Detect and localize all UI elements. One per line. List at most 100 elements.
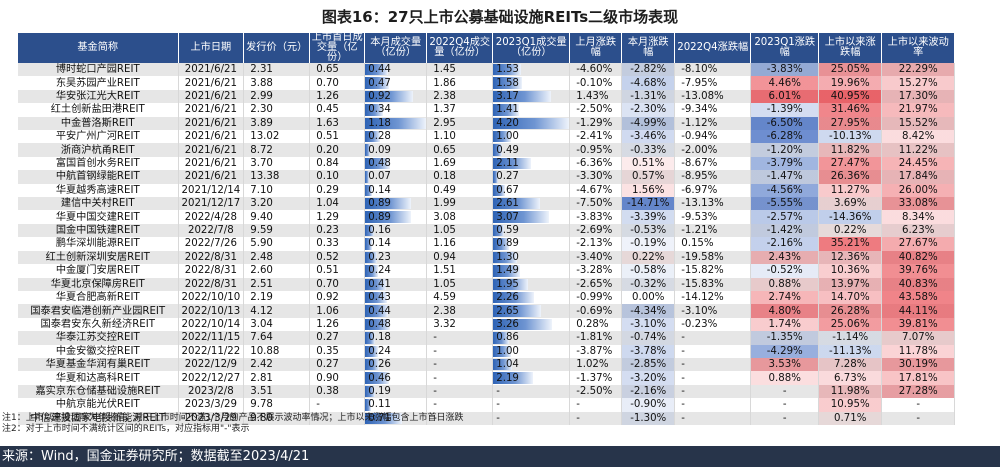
table-cell-month-volume: 0.24 (364, 264, 428, 278)
table-cell-since-listing-volatility: 43.58% (881, 290, 956, 305)
volume-value: 0.27 (496, 171, 519, 183)
table-cell-since-listing-volatility: 17.81% (881, 371, 956, 385)
table-cell-fund-name: 红土创新盐田港REIT (18, 103, 179, 117)
table-row: 华泰江苏交控REIT 2022/11/15 7.64 0.27 0.18-0.86 -1.… (18, 331, 956, 345)
table-cell-q1-change: 2.43% (750, 250, 820, 265)
table-cell-month-volume: 1.18 (364, 116, 428, 131)
table-cell-since-listing-change: 19.96% (818, 76, 883, 90)
col-q1-volume: 2023Q1成交量（亿份） (492, 33, 571, 63)
table-cell-q4-change: - (674, 357, 752, 372)
table-cell-first-day-volume: 0.90 (309, 371, 366, 385)
volume-bar (365, 412, 402, 424)
table-cell-month-volume: 0.09 (364, 143, 428, 157)
col-q4-volume: 2022Q4成交量（亿份） (426, 33, 494, 63)
table-cell-q4-change: -15.82% (674, 264, 752, 278)
table-cell-last-month-change: -2.13% (569, 237, 623, 251)
table-cell-q1-volume: 2.19 (492, 371, 571, 385)
table-cell-listing-date: 2021/6/21 (178, 143, 245, 157)
table-cell-q1-volume: 1.95 (492, 277, 571, 291)
table-cell-since-listing-change: 0.71% (818, 411, 883, 425)
volume-bar (493, 278, 529, 290)
table-cell-q4-change: -0.23% (674, 317, 752, 332)
volume-bar (493, 238, 510, 250)
table-cell-listing-date: 2022/12/27 (178, 371, 245, 385)
table-cell-since-listing-change: 3.69% (818, 197, 883, 211)
table-row: 华夏合肥高新REIT 2022/10/10 2.19 0.92 0.43 4.59 2.26… (18, 290, 956, 305)
table-cell-since-listing-change: 11.27% (818, 183, 883, 198)
table-cell-q4-volume: - (426, 384, 494, 399)
table-row: 华夏基金华润有巢REIT 2022/12/9 2.42 0.27 0.26-1.04 1.… (18, 357, 956, 372)
volume-bar (493, 332, 509, 344)
volume-value: 0.46 (368, 372, 391, 384)
table-cell-q4-change: -15.83% (674, 277, 752, 291)
table-cell-month-change: -2.16% (621, 384, 676, 399)
volume-bar (365, 184, 373, 197)
table-cell-since-listing-change: -11.13% (818, 344, 883, 358)
table-cell-issue-price: 3.51 (243, 384, 311, 399)
volume-bar (365, 224, 374, 237)
volume-value: 2.19 (496, 372, 519, 384)
table-cell-since-listing-change: 14.70% (818, 290, 883, 305)
table-row: 博时蛇口产园REIT 2021/6/21 2.31 0.65 0.44 1.45 1.53 -… (18, 63, 956, 77)
table-cell-q4-volume: 1.37 (426, 103, 494, 117)
table-cell-q1-volume: 0.59 (492, 223, 571, 238)
volume-bar (493, 358, 513, 371)
table-row: 建信中关村REIT 2021/12/17 3.20 1.04 0.89 1.99 2.61 -… (18, 197, 956, 211)
table-cell-first-day-volume: 0.65 (309, 63, 366, 77)
table-cell-since-listing-volatility: 22.29% (881, 63, 956, 77)
table-cell-issue-price: 2.48 (243, 250, 311, 265)
table-cell-since-listing-volatility: 8.34% (881, 210, 956, 224)
table-row: 中金普洛斯REIT 2021/6/21 3.89 1.63 1.18 2.95 4.20 -1… (18, 116, 956, 131)
table-cell-since-listing-change: 35.21% (818, 237, 883, 251)
table-cell-listing-date: 2022/8/31 (178, 277, 245, 291)
volume-bar (493, 184, 506, 197)
table-cell-issue-price: 9.80 (243, 411, 311, 425)
volume-bar (365, 171, 369, 183)
table-cell-q1-volume: 1.49 (492, 264, 571, 278)
volume-value: 0.43 (368, 292, 391, 304)
table-cell-month-change: -3.10% (621, 317, 676, 332)
table-cell-q1-volume: 0.89 (492, 237, 571, 251)
table-cell-q4-volume: - (426, 331, 494, 345)
volume-bar (365, 157, 391, 170)
table-cell-q4-change: -6.97% (674, 183, 752, 198)
table-cell-q1-change: - (750, 411, 820, 425)
table-row: 嘉实京东仓储基础设施REIT 2023/2/8 3.51 0.38 0.19- - -2.5… (18, 384, 956, 399)
volume-bar (493, 157, 532, 170)
table-cell-issue-price: 9.78 (243, 398, 311, 412)
table-row: 平安广州广河REIT 2021/6/21 13.02 0.51 0.28 1.10 1.00… (18, 130, 956, 144)
table-cell-since-listing-change: -1.14% (818, 331, 883, 345)
table-cell-first-day-volume: 0.27 (309, 331, 366, 345)
volume-bar (365, 345, 378, 357)
volume-value: 1.41 (496, 104, 519, 116)
table-cell-month-change: -4.34% (621, 304, 676, 318)
table-cell-since-listing-volatility: 24.45% (881, 156, 956, 171)
volume-value: - (496, 385, 500, 397)
table-cell-month-volume: 0.48 (364, 156, 428, 171)
table-cell-q4-change: - (674, 344, 752, 358)
table-cell-month-volume: 0.44 (364, 304, 428, 318)
table-cell-month-volume: 0.14 (364, 237, 428, 251)
volume-value: 0.49 (496, 144, 519, 156)
table-cell-q1-volume: 2.65 (492, 304, 571, 318)
volume-bar (365, 211, 412, 223)
volume-value: 0.23 (368, 251, 391, 263)
table-cell-q1-change: 4.80% (750, 304, 820, 318)
table-cell-last-month-change: -0.10% (569, 76, 623, 90)
table-cell-q1-volume: 1.41 (492, 103, 571, 117)
table-cell-first-day-volume: 1.63 (309, 116, 366, 131)
volume-bar (493, 305, 542, 317)
table-cell-last-month-change: -0.69% (569, 304, 623, 318)
table-cell-q1-change: -6.28% (750, 130, 820, 144)
table-cell-q4-volume: 1.10 (426, 130, 494, 144)
table-cell-q1-volume: 0.49 (492, 143, 571, 157)
table-cell-q4-change: -7.95% (674, 76, 752, 90)
volume-value: 0.59 (496, 225, 519, 237)
volume-value: 1.49 (496, 265, 519, 277)
table-cell-q4-volume: 1.45 (426, 63, 494, 77)
table-row: 国泰君安东久新经济REIT 2022/10/14 3.04 1.26 0.48 3.32 3… (18, 317, 956, 332)
table-row: 中金厦门安居REIT 2022/8/31 2.60 0.51 0.24 1.51 1.49 -… (18, 264, 956, 278)
chart-title: 图表16：27只上市公募基础设施REITs二级市场表现 (321, 8, 679, 26)
volume-value: 3.17 (496, 91, 519, 103)
table-cell-first-day-volume: 0.84 (309, 156, 366, 171)
